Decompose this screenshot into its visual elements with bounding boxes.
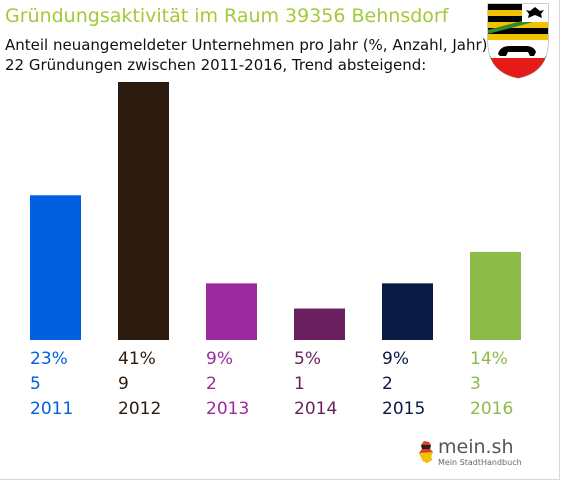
count-label-2016: 3: [470, 374, 481, 394]
bar-2011: [30, 195, 81, 340]
coat-of-arms-icon: [487, 3, 549, 79]
bar-2012: [118, 82, 169, 340]
year-label-2015: 2015: [382, 399, 425, 419]
germany-map-icon: [419, 441, 433, 463]
count-label-2015: 2: [382, 374, 393, 394]
percent-label-2014: 5%: [294, 349, 321, 369]
count-label-2012: 9: [118, 374, 129, 394]
count-label-2011: 5: [30, 374, 41, 394]
bar-2013: [206, 283, 257, 340]
bar-2016: [470, 251, 521, 340]
year-label-2013: 2013: [206, 399, 249, 419]
year-label-2011: 2011: [30, 399, 73, 419]
year-label-2016: 2016: [470, 399, 513, 419]
logo-tagline: Mein StadtHandbuch: [438, 458, 522, 467]
percent-label-2015: 9%: [382, 349, 409, 369]
year-label-2012: 2012: [118, 399, 161, 419]
logo-name: mein.sh: [438, 436, 514, 458]
year-label-2014: 2014: [294, 399, 337, 419]
chart-title: Gründungsaktivität im Raum 39356 Behnsdo…: [5, 5, 449, 27]
logo: mein.sh Mein StadtHandbuch: [418, 436, 528, 472]
percent-label-2012: 41%: [118, 349, 156, 369]
bar-2014: [294, 308, 345, 340]
count-label-2013: 2: [206, 374, 217, 394]
count-label-2014: 1: [294, 374, 305, 394]
bar-2015: [382, 283, 433, 340]
percent-label-2013: 9%: [206, 349, 233, 369]
chart-subtitle: Anteil neuangemeldeter Unternehmen pro J…: [5, 36, 488, 54]
percent-label-2016: 14%: [470, 349, 508, 369]
percent-label-2011: 23%: [30, 349, 68, 369]
chart-summary: 22 Gründungen zwischen 2011-2016, Trend …: [5, 56, 427, 74]
